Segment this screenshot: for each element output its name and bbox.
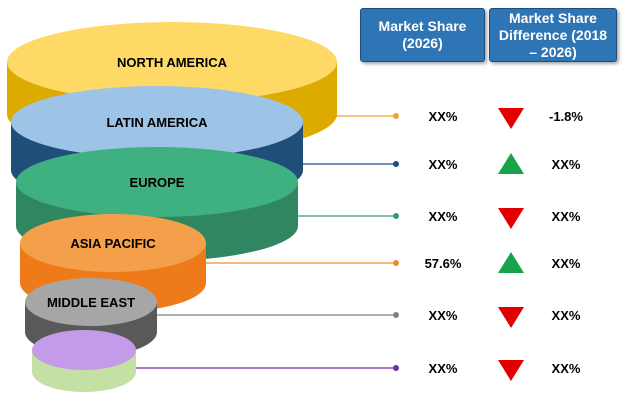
trend-up-icon xyxy=(498,153,524,174)
market-share-header: Market Share (2026) xyxy=(360,8,485,62)
market-share-value: XX% xyxy=(429,109,458,124)
market-share-header-label: Market Share (2026) xyxy=(378,18,467,51)
funnel-tier-label: EUROPE xyxy=(130,175,185,190)
market-share-difference-value: XX% xyxy=(552,256,581,271)
market-share-difference-value: XX% xyxy=(552,209,581,224)
market-share-difference-value: XX% xyxy=(552,361,581,376)
funnel-tier-top xyxy=(25,278,157,326)
market-share-difference-value: XX% xyxy=(552,157,581,172)
funnel-tier-top xyxy=(11,86,303,158)
funnel-tier-label: ASIA PACIFIC xyxy=(70,236,156,251)
market-share-value: XX% xyxy=(429,209,458,224)
trend-up-icon xyxy=(498,252,524,273)
connector-dot xyxy=(393,260,399,266)
market-share-difference-value: -1.8% xyxy=(549,109,583,124)
trend-down-icon xyxy=(498,208,524,229)
funnel-tier-top xyxy=(32,330,136,370)
market-share-value: 57.6% xyxy=(425,256,462,271)
market-share-value: XX% xyxy=(429,308,458,323)
connector-dot xyxy=(393,161,399,167)
funnel-tier-region-6 xyxy=(32,330,136,392)
funnel-tier-top xyxy=(16,147,298,217)
funnel-tier-label: MIDDLE EAST xyxy=(47,295,135,310)
connector-dot xyxy=(393,365,399,371)
market-share-difference-header: Market Share Difference (2018 – 2026) xyxy=(489,8,617,62)
connector-dot xyxy=(393,113,399,119)
funnel-tier-top xyxy=(20,214,206,272)
market-share-value: XX% xyxy=(429,157,458,172)
connector-dot xyxy=(393,213,399,219)
trend-down-icon xyxy=(498,108,524,129)
market-share-difference-header-label: Market Share Difference (2018 – 2026) xyxy=(498,9,608,60)
trend-down-icon xyxy=(498,360,524,381)
connector-dot xyxy=(393,312,399,318)
market-share-value: XX% xyxy=(429,361,458,376)
market-share-difference-value: XX% xyxy=(552,308,581,323)
funnel-tier-label: NORTH AMERICA xyxy=(117,55,228,70)
funnel-tier-label: LATIN AMERICA xyxy=(106,115,208,130)
funnel-tier-top xyxy=(7,22,337,102)
trend-down-icon xyxy=(498,307,524,328)
